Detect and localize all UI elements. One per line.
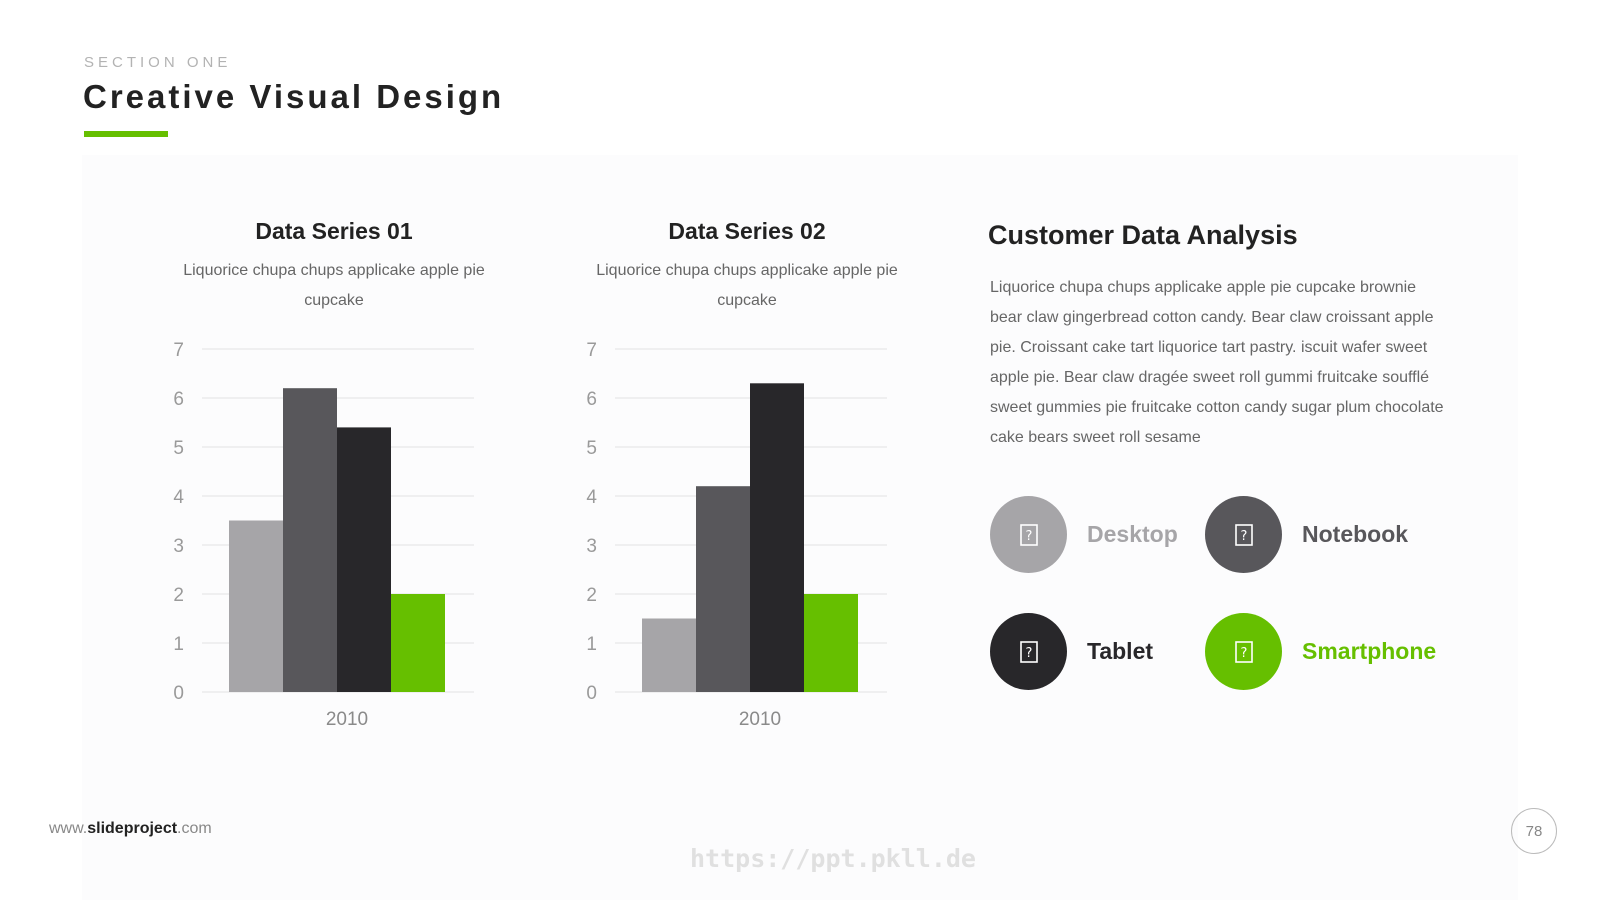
bar [804,594,858,692]
page-title: Creative Visual Design [83,78,505,115]
chart-description-line: Liquorice chupa chups applicake apple pi… [596,262,898,279]
y-tick-label: 3 [173,536,184,557]
bar [696,486,750,692]
watermark: https://ppt.pkll.de [690,844,976,873]
title-underline [84,131,168,137]
footer-url-suffix: .com [177,820,212,837]
device-notebook: ? Notebook [1205,496,1408,573]
y-tick-label: 7 [586,340,597,361]
device-circle: ? [990,496,1067,573]
y-tick-label: 3 [586,536,597,557]
device-smartphone: ? Smartphone [1205,613,1436,690]
device-label: Desktop [1087,521,1178,547]
chart-description: Liquorice chupa chups applicake apple pi… [164,256,504,316]
device-circle: ? [990,613,1067,690]
y-tick-label: 2 [586,585,597,606]
notebook-icon: ? [1234,523,1253,546]
device-desktop: ? Desktop [990,496,1178,573]
smartphone-icon: ? [1234,640,1253,663]
bar [642,618,696,692]
device-circle: ? [1205,613,1282,690]
y-tick-label: 1 [173,634,184,655]
tablet-icon: ? [1019,640,1038,663]
page-number: 78 [1511,808,1557,854]
analysis-title: Customer Data Analysis [988,220,1298,250]
bar [229,520,283,692]
chart-description-line: cupcake [717,292,777,309]
svg-text:?: ? [1240,646,1247,661]
bar [283,388,337,692]
y-tick-label: 2 [173,585,184,606]
chart-description-line: cupcake [304,292,364,309]
y-tick-label: 7 [173,340,184,361]
svg-text:?: ? [1025,529,1032,544]
svg-text:?: ? [1025,646,1032,661]
y-tick-label: 6 [586,389,597,410]
y-tick-label: 0 [173,683,184,704]
desktop-icon: ? [1019,523,1038,546]
section-label: SECTION ONE [84,54,232,71]
bar [391,594,445,692]
chart-title: Data Series 02 [668,218,826,244]
footer-url[interactable]: www.slideproject.com [49,820,212,838]
bar-chart-series-02: 0 1 2 3 4 5 6 7 2010 [586,340,887,730]
analysis-body: Liquorice chupa chups applicake apple pi… [990,279,1444,446]
chart-data-series-01: Data Series 01 Liquorice chupa chups app… [164,210,504,750]
x-tick-label: 2010 [739,709,781,730]
chart-description-line: Liquorice chupa chups applicake apple pi… [183,262,485,279]
y-tick-label: 6 [173,389,184,410]
bar [337,427,391,692]
y-tick-label: 5 [173,438,184,459]
device-label: Tablet [1087,638,1154,664]
y-tick-label: 4 [586,487,597,508]
bar [750,383,804,692]
device-circle: ? [1205,496,1282,573]
device-label: Notebook [1302,521,1409,547]
y-tick-label: 4 [173,487,184,508]
y-tick-label: 5 [586,438,597,459]
chart-title: Data Series 01 [255,218,413,244]
y-tick-label: 0 [586,683,597,704]
x-tick-label: 2010 [326,709,368,730]
chart-data-series-02: Data Series 02 Liquorice chupa chups app… [577,210,917,750]
footer-url-brand: slideproject [87,820,178,837]
footer-url-prefix: www. [49,820,88,837]
svg-text:?: ? [1240,529,1247,544]
chart-description: Liquorice chupa chups applicake apple pi… [577,256,917,316]
device-label: Smartphone [1302,638,1437,664]
bar-chart-series-01: 0 1 2 3 4 5 6 7 2010 [173,340,474,730]
device-tablet: ? Tablet [990,613,1153,690]
y-tick-label: 1 [586,634,597,655]
